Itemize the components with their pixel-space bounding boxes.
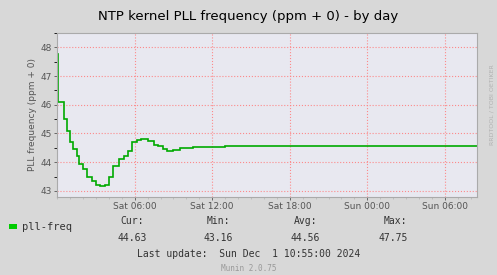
Text: 44.56: 44.56 [291, 233, 321, 243]
Text: 44.63: 44.63 [117, 233, 147, 243]
Text: Last update:  Sun Dec  1 10:55:00 2024: Last update: Sun Dec 1 10:55:00 2024 [137, 249, 360, 258]
Text: 43.16: 43.16 [204, 233, 234, 243]
Text: pll-freq: pll-freq [22, 222, 72, 232]
Text: NTP kernel PLL frequency (ppm + 0) - by day: NTP kernel PLL frequency (ppm + 0) - by … [98, 10, 399, 23]
Text: Max:: Max: [384, 216, 408, 226]
Text: Min:: Min: [207, 216, 231, 226]
Y-axis label: PLL frequency (ppm + 0): PLL frequency (ppm + 0) [28, 58, 37, 171]
Text: Avg:: Avg: [294, 216, 318, 226]
Text: RRDTOOL / TOBI OETIKER: RRDTOOL / TOBI OETIKER [490, 64, 495, 145]
Text: 47.75: 47.75 [378, 233, 408, 243]
Text: Munin 2.0.75: Munin 2.0.75 [221, 265, 276, 273]
Text: Cur:: Cur: [120, 216, 144, 226]
